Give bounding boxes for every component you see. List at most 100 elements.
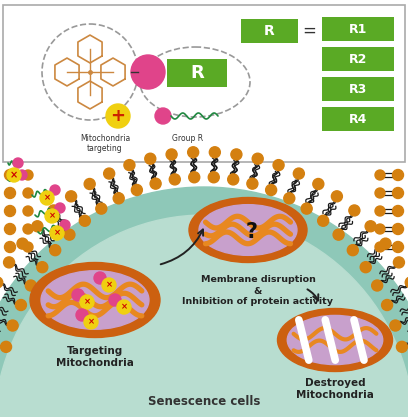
Circle shape	[252, 153, 263, 164]
Circle shape	[23, 224, 33, 234]
Circle shape	[375, 224, 385, 234]
Circle shape	[392, 224, 404, 234]
Circle shape	[45, 209, 59, 223]
Circle shape	[55, 203, 65, 213]
Text: ×: ×	[10, 170, 18, 180]
Text: =: =	[302, 22, 316, 40]
Circle shape	[23, 206, 33, 216]
Circle shape	[106, 104, 130, 128]
Text: ×: ×	[53, 229, 60, 238]
Circle shape	[228, 174, 239, 185]
Circle shape	[37, 262, 48, 273]
Text: R: R	[190, 64, 204, 82]
Circle shape	[7, 320, 18, 331]
Text: &: &	[254, 287, 262, 296]
Circle shape	[131, 184, 142, 196]
Circle shape	[23, 242, 33, 252]
Ellipse shape	[0, 215, 408, 417]
Text: +: +	[111, 107, 126, 125]
Circle shape	[64, 229, 75, 240]
Text: ×: ×	[44, 193, 51, 203]
Text: Group R: Group R	[173, 134, 204, 143]
Circle shape	[16, 299, 27, 311]
Circle shape	[117, 300, 131, 314]
Circle shape	[284, 193, 295, 204]
Text: Destroyed
Mitochondria: Destroyed Mitochondria	[296, 378, 374, 399]
Circle shape	[381, 299, 392, 311]
Circle shape	[347, 245, 358, 256]
Text: Senescence cells: Senescence cells	[148, 395, 260, 408]
Circle shape	[23, 188, 33, 198]
Circle shape	[208, 172, 219, 183]
Circle shape	[390, 320, 401, 331]
Circle shape	[23, 170, 33, 180]
FancyBboxPatch shape	[322, 107, 394, 131]
Circle shape	[231, 149, 242, 160]
Circle shape	[155, 108, 171, 124]
Circle shape	[375, 188, 385, 198]
Circle shape	[393, 257, 404, 268]
Circle shape	[4, 257, 15, 268]
Circle shape	[331, 191, 342, 202]
Text: ×: ×	[120, 302, 127, 311]
Circle shape	[4, 241, 16, 253]
Text: Targeting
Mitochondria: Targeting Mitochondria	[56, 346, 134, 368]
Circle shape	[375, 206, 385, 216]
Circle shape	[375, 242, 385, 252]
Circle shape	[188, 147, 199, 158]
Circle shape	[273, 160, 284, 171]
Circle shape	[293, 168, 304, 179]
Circle shape	[17, 170, 27, 180]
Ellipse shape	[30, 262, 160, 337]
Ellipse shape	[0, 187, 408, 417]
Text: R2: R2	[349, 53, 367, 65]
Circle shape	[313, 178, 324, 189]
Text: ×: ×	[49, 211, 55, 221]
Ellipse shape	[189, 198, 307, 262]
Text: R4: R4	[349, 113, 367, 126]
Circle shape	[50, 245, 61, 256]
Circle shape	[94, 272, 106, 284]
Ellipse shape	[277, 309, 392, 372]
Circle shape	[66, 191, 77, 202]
Circle shape	[365, 221, 376, 232]
Circle shape	[360, 262, 371, 273]
Text: Membrane disruption: Membrane disruption	[201, 275, 315, 284]
Circle shape	[380, 238, 391, 249]
Circle shape	[372, 280, 383, 291]
Text: R1: R1	[349, 23, 367, 35]
Circle shape	[266, 184, 277, 196]
Circle shape	[375, 170, 385, 180]
Circle shape	[392, 241, 404, 253]
Circle shape	[397, 342, 408, 352]
Circle shape	[131, 55, 165, 89]
Text: Inhibition of protein activity: Inhibition of protein activity	[182, 297, 333, 306]
Text: ?: ?	[246, 222, 258, 242]
FancyBboxPatch shape	[3, 5, 405, 162]
Circle shape	[102, 278, 116, 292]
Text: ×: ×	[106, 281, 113, 289]
FancyBboxPatch shape	[322, 47, 394, 71]
Circle shape	[50, 185, 60, 195]
Circle shape	[150, 178, 161, 189]
Circle shape	[0, 342, 11, 352]
Circle shape	[84, 178, 95, 189]
Circle shape	[72, 289, 84, 301]
Circle shape	[50, 226, 64, 240]
Circle shape	[80, 295, 94, 309]
Circle shape	[32, 221, 43, 232]
Circle shape	[60, 220, 70, 230]
Circle shape	[247, 178, 258, 189]
Ellipse shape	[199, 205, 297, 255]
Circle shape	[25, 280, 36, 291]
Circle shape	[40, 191, 54, 205]
Circle shape	[104, 168, 115, 179]
Text: ×: ×	[87, 317, 95, 327]
Circle shape	[169, 174, 180, 185]
Circle shape	[17, 238, 28, 249]
Circle shape	[109, 294, 121, 306]
Circle shape	[318, 215, 329, 226]
Circle shape	[405, 277, 408, 288]
Circle shape	[79, 215, 90, 226]
FancyBboxPatch shape	[167, 59, 227, 87]
